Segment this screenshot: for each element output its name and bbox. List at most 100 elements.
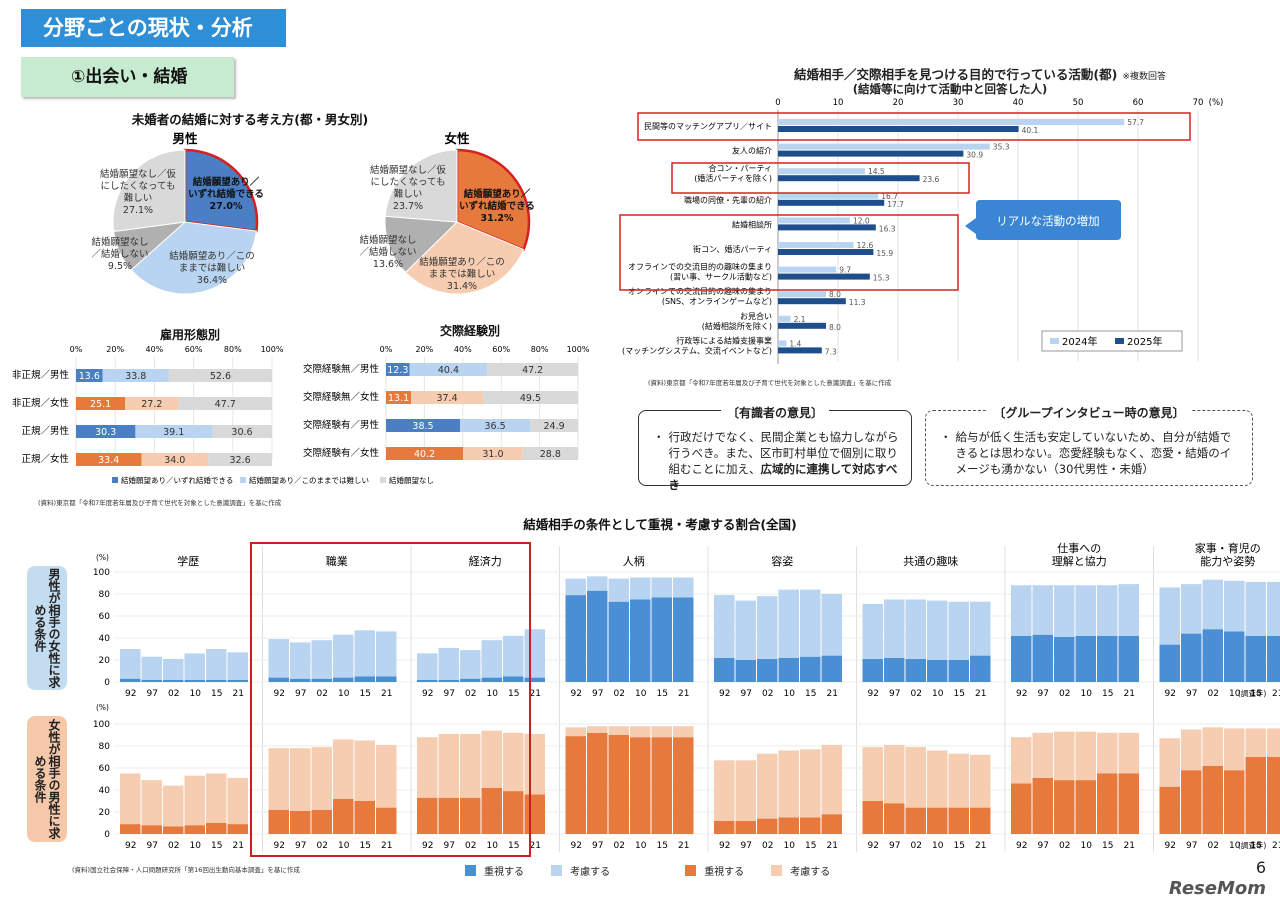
category-label-line: 仕事への bbox=[1057, 542, 1101, 555]
bar-consider bbox=[1054, 731, 1075, 781]
x-tick-label: 10 bbox=[487, 689, 499, 699]
bar-value-label: 25.1 bbox=[90, 399, 111, 410]
pie-slice bbox=[112, 149, 186, 233]
category-label: 民間等のマッチングアプリ／サイト bbox=[644, 121, 772, 131]
legend-label: 考慮する bbox=[570, 867, 611, 878]
bar-important bbox=[227, 679, 248, 682]
value-label-2025: 15.3 bbox=[873, 274, 890, 283]
x-unit-label: (%) bbox=[1209, 98, 1224, 108]
bar-important bbox=[970, 655, 991, 682]
x-tick-label: 60% bbox=[492, 345, 510, 354]
x-tick-label: 15 bbox=[805, 841, 816, 851]
bar-consider bbox=[1245, 581, 1266, 636]
bar-important bbox=[905, 658, 926, 682]
x-tick-label: 92 bbox=[125, 841, 136, 851]
legend-swatch bbox=[551, 865, 563, 876]
pie-slice bbox=[404, 221, 525, 295]
bar-important bbox=[1245, 635, 1266, 682]
bar-important bbox=[417, 679, 438, 682]
category-label-sub: (結婚相談所を除く) bbox=[702, 321, 772, 331]
x-tick-label: 21 bbox=[530, 689, 541, 699]
x-tick-label: 97 bbox=[444, 841, 455, 851]
bar-important bbox=[1159, 644, 1180, 682]
bar-important bbox=[311, 678, 332, 682]
x-tick-label: 10 bbox=[784, 689, 796, 699]
bar-consider bbox=[438, 733, 459, 798]
x-tick-label: 21 bbox=[1124, 841, 1135, 851]
x-tick-label: 40 bbox=[1013, 98, 1024, 108]
bar-consider bbox=[227, 777, 248, 825]
value-label-2025: 17.7 bbox=[887, 200, 904, 209]
bar-important bbox=[206, 679, 227, 682]
x-tick-label: 10 bbox=[1081, 841, 1093, 851]
row-label: 交際経験無／男性 bbox=[303, 363, 380, 375]
group-interview-title: 〔グループインタビュー時の意見〕 bbox=[987, 406, 1191, 420]
bar-important bbox=[354, 676, 375, 682]
bar-segment bbox=[212, 425, 272, 438]
bar-important bbox=[206, 823, 227, 834]
x-tick-label: 02 bbox=[465, 841, 476, 851]
bar-consider bbox=[268, 639, 289, 678]
x-tick-label: 92 bbox=[868, 841, 879, 851]
highlight-box bbox=[619, 214, 959, 291]
bar-value-label: 40.4 bbox=[438, 365, 459, 376]
bar-2024 bbox=[778, 217, 850, 224]
pie-slice bbox=[455, 148, 531, 252]
bar-segment bbox=[530, 419, 578, 432]
bar-important bbox=[862, 658, 883, 682]
category-label-line: 家事・育児の bbox=[1195, 541, 1261, 555]
bar-value-label: 30.3 bbox=[95, 427, 116, 438]
bar-important bbox=[1032, 777, 1053, 834]
x-tick-label: 10 bbox=[833, 98, 844, 108]
bar-consider bbox=[651, 726, 672, 738]
bar-important bbox=[141, 825, 162, 834]
bar-important bbox=[460, 797, 481, 834]
bar-value-label: 49.5 bbox=[520, 393, 541, 404]
x-tick-label: 15 bbox=[360, 841, 371, 851]
bar-consider bbox=[565, 578, 586, 596]
bar-consider bbox=[800, 749, 821, 818]
x-tick-label: 10 bbox=[1229, 689, 1241, 699]
category-label: 職業 bbox=[326, 555, 348, 568]
y-tick-label: 100 bbox=[93, 568, 110, 578]
bar-consider bbox=[1267, 728, 1280, 757]
x-tick-label: 15 bbox=[508, 841, 519, 851]
bar-2025 bbox=[778, 175, 920, 182]
bar-consider bbox=[163, 658, 184, 680]
legend-swatch bbox=[240, 477, 246, 483]
bar-important bbox=[120, 824, 141, 834]
x-tick-label: 21 bbox=[233, 841, 244, 851]
bar-important bbox=[757, 818, 778, 834]
x-tick-label: 92 bbox=[274, 841, 285, 851]
bar-important bbox=[290, 678, 311, 682]
bar-value-label: 34.0 bbox=[164, 455, 185, 466]
bar-segment bbox=[459, 419, 531, 432]
bar-important bbox=[927, 660, 948, 682]
bar-consider bbox=[120, 649, 141, 679]
value-label-2025: 8.0 bbox=[829, 323, 841, 332]
bar-important bbox=[651, 737, 672, 834]
value-label-2025: 7.3 bbox=[825, 347, 837, 356]
bar-important bbox=[290, 810, 311, 834]
x-tick-label: 10 bbox=[635, 689, 647, 699]
male-conditions-label: 男性が相手の女性に求める条件 bbox=[27, 566, 67, 690]
bar-consider bbox=[884, 599, 905, 658]
x-tick-label: 92 bbox=[1165, 841, 1176, 851]
legend-label: 結婚願望あり／このままでは難しい bbox=[249, 475, 369, 485]
bar-important bbox=[417, 797, 438, 834]
bar-value-label: 30.6 bbox=[231, 427, 252, 438]
bar-consider bbox=[524, 733, 545, 795]
bar-consider bbox=[141, 780, 162, 826]
x-tick-label: 97 bbox=[889, 841, 900, 851]
pie-value-label: 31.2% bbox=[481, 213, 514, 224]
x-tick-label: 100% bbox=[567, 345, 590, 354]
bar-important bbox=[524, 794, 545, 834]
value-label-2024: 35.3 bbox=[993, 143, 1010, 152]
bar-important bbox=[268, 809, 289, 834]
bar-segment bbox=[102, 369, 169, 382]
bar-2024 bbox=[778, 340, 787, 347]
bar-consider bbox=[1118, 584, 1139, 636]
bar-consider bbox=[1224, 728, 1245, 771]
x-tick-label: 10 bbox=[784, 841, 796, 851]
x-tick-label: 92 bbox=[1165, 689, 1176, 699]
